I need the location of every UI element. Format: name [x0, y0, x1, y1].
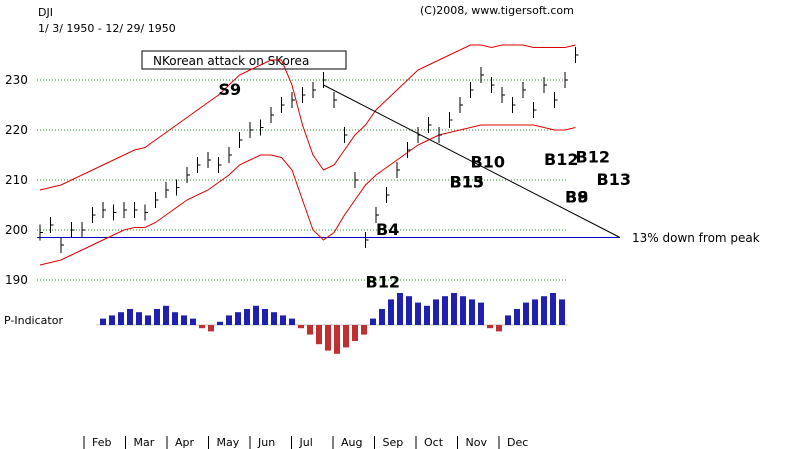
indicator-bar: [298, 325, 304, 329]
y-axis-ticks: 190 200 210 220 230: [5, 73, 28, 287]
indicator-bar: [442, 296, 448, 325]
signal-label: B12: [544, 150, 578, 169]
indicator-bar: [109, 315, 115, 325]
month-label: Mar: [134, 436, 155, 449]
indicator-bar: [514, 309, 520, 325]
y-tick-label: 230: [5, 73, 28, 87]
month-label: May: [217, 436, 240, 449]
trendline: [323, 84, 621, 238]
indicator-bar: [127, 309, 133, 325]
credit-text: (C)2008, www.tigersoft.com: [420, 4, 574, 17]
thirteen-percent-label: 13% down from peak: [632, 231, 760, 245]
indicator-bar: [307, 325, 313, 335]
y-tick-label: 220: [5, 123, 28, 137]
indicator-bar: [181, 315, 187, 325]
indicator-bar: [343, 325, 349, 348]
grid-lines: [37, 79, 568, 281]
signal-label: B13: [597, 170, 631, 189]
month-label: Aug: [341, 436, 362, 449]
indicator-bar: [190, 318, 196, 325]
signal-label: B12: [366, 273, 400, 292]
indicator-bar: [271, 312, 277, 325]
y-tick-label: 200: [5, 223, 28, 237]
annotation-text: NKorean attack on SKorea: [153, 54, 309, 68]
month-label: Jun: [257, 436, 275, 449]
annotation-box: [141, 50, 347, 70]
indicator-bar: [145, 315, 151, 325]
signal-label: B4: [376, 220, 399, 239]
month-label: Dec: [507, 436, 528, 449]
indicator-bar: [199, 325, 205, 329]
indicator-bar: [352, 325, 358, 341]
indicator-bar: [370, 318, 376, 325]
indicator-bar: [172, 312, 178, 325]
signal-label: B12: [576, 148, 610, 167]
chart-subtitle: 1/ 3/ 1950 - 12/ 29/ 1950: [38, 22, 176, 35]
month-label: Apr: [175, 436, 195, 449]
indicator-bar: [334, 325, 340, 354]
indicator-bar: [208, 325, 214, 332]
indicator-bar: [478, 302, 484, 325]
p-indicator-bars: [100, 293, 565, 354]
y-tick-label: 190: [5, 273, 28, 287]
month-label: Sep: [383, 436, 404, 449]
indicator-bar: [118, 312, 124, 325]
price-series: [39, 47, 579, 253]
indicator-bar: [397, 293, 403, 325]
month-label: Jul: [299, 436, 313, 449]
indicator-bar: [379, 309, 385, 325]
indicator-bar: [433, 299, 439, 325]
signal-label: B13: [450, 173, 484, 192]
signal-label: B15: [450, 173, 484, 192]
indicator-bar: [505, 315, 511, 325]
signal-label: B8: [565, 188, 588, 207]
indicator-bar: [469, 299, 475, 325]
band-lines: [39, 44, 576, 266]
indicator-bar: [253, 305, 259, 325]
indicator-bar: [361, 325, 367, 335]
indicator-bar: [424, 305, 430, 325]
indicator-bar: [451, 293, 457, 325]
indicator-bar: [136, 312, 142, 325]
indicator-bar: [523, 302, 529, 325]
y-tick-label: 210: [5, 173, 28, 187]
signal-label: B9: [565, 188, 588, 207]
month-axis: Feb Mar Apr May Jun Jul Aug Sep Oct Nov Dec: [83, 436, 528, 449]
indicator-bar: [325, 325, 331, 351]
indicator-bar: [559, 299, 565, 325]
chart-title: DJI: [38, 6, 53, 19]
month-label: Nov: [466, 436, 488, 449]
indicator-bar: [235, 312, 241, 325]
indicator-bar: [100, 318, 106, 325]
band-line: [39, 124, 576, 266]
signal-label: S9: [219, 80, 242, 99]
indicator-bar: [217, 321, 223, 325]
band-line: [39, 44, 576, 191]
indicator-bar: [550, 293, 556, 325]
indicator-bar: [289, 318, 295, 325]
indicator-bar: [244, 309, 250, 325]
indicator-bar: [280, 315, 286, 325]
indicator-bar: [388, 299, 394, 325]
indicator-bar: [532, 299, 538, 325]
month-label: Feb: [92, 436, 111, 449]
indicator-bar: [226, 315, 232, 325]
indicator-bar: [406, 296, 412, 325]
indicator-bar: [163, 305, 169, 325]
indicator-bar: [487, 325, 493, 329]
signal-label: B10: [471, 153, 505, 172]
indicator-bar: [496, 325, 502, 332]
indicator-label: P-Indicator: [4, 314, 63, 327]
indicator-bar: [415, 302, 421, 325]
indicator-bar: [154, 309, 160, 325]
indicator-bar: [541, 296, 547, 325]
indicator-bar: [316, 325, 322, 345]
indicator-bar: [460, 296, 466, 325]
month-label: Oct: [424, 436, 444, 449]
indicator-bar: [262, 309, 268, 325]
